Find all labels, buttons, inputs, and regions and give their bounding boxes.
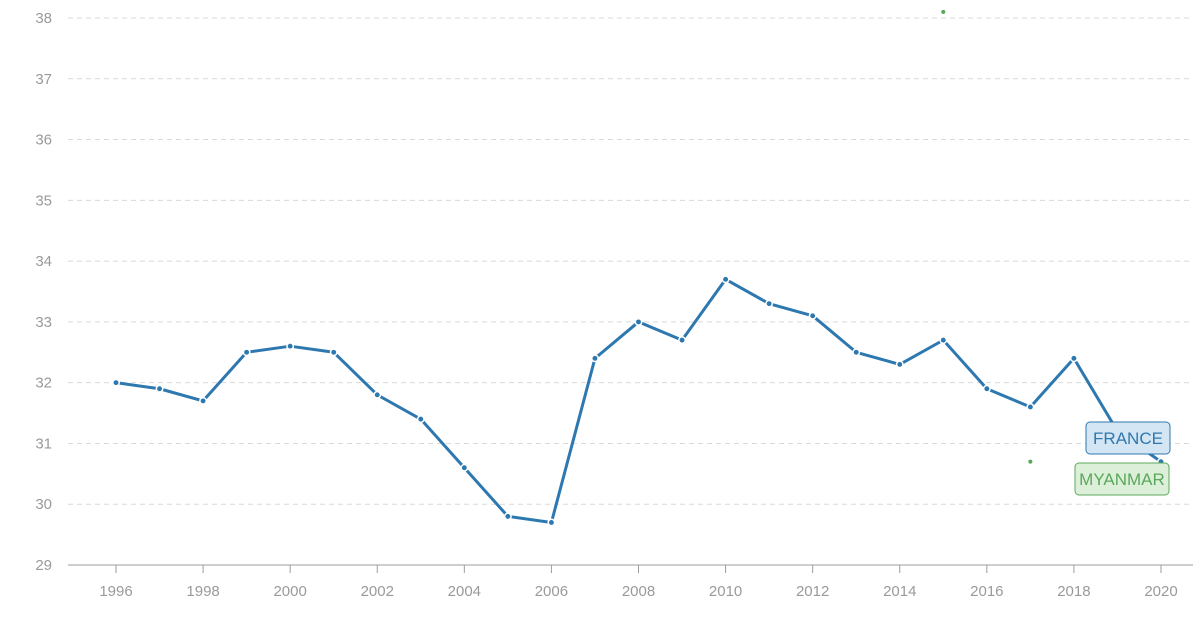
data-point-france-1999[interactable]: [242, 348, 251, 357]
y-tick-label: 29: [35, 557, 52, 574]
x-tick-label: 2010: [709, 583, 742, 600]
series-labels: FRANCE MYANMAR: [1074, 421, 1171, 496]
data-point-france-2013[interactable]: [852, 348, 861, 357]
y-tick-label: 36: [35, 132, 52, 149]
data-point-france-2004[interactable]: [460, 463, 469, 472]
x-tick-label: 2000: [273, 583, 306, 600]
data-point-france-2018[interactable]: [1069, 354, 1078, 363]
series-label-france[interactable]: FRANCE: [1085, 421, 1171, 455]
data-point-france-1998[interactable]: [199, 396, 208, 405]
data-point-france-2014[interactable]: [895, 360, 904, 369]
series-label-box: [1074, 462, 1170, 496]
series-label-text: MYANMAR: [1079, 470, 1165, 489]
y-tick-label: 37: [35, 71, 52, 88]
data-point-france-2003[interactable]: [416, 415, 425, 424]
data-point-france-2000[interactable]: [286, 342, 295, 351]
data-point-myanmar-2017[interactable]: [1026, 458, 1034, 466]
x-tick-label: 2012: [796, 583, 829, 600]
x-tick-label: 2004: [448, 583, 481, 600]
x-tick-label: 2014: [883, 583, 916, 600]
series-line-france: [114, 277, 1163, 524]
series-label-box: [1085, 421, 1171, 455]
x-tick-label: 2006: [535, 583, 568, 600]
series-label-myanmar[interactable]: MYANMAR: [1074, 462, 1170, 496]
y-tick-label: 32: [35, 375, 52, 392]
data-point-myanmar-2015[interactable]: [939, 8, 947, 16]
x-tick-label: 2016: [970, 583, 1003, 600]
data-point-france-2002[interactable]: [373, 390, 382, 399]
data-point-france-2012[interactable]: [808, 311, 817, 320]
data-point-france-1996[interactable]: [112, 378, 120, 387]
y-tick-label: 33: [35, 314, 52, 331]
data-point-france-2006[interactable]: [547, 518, 556, 527]
data-point-france-2005[interactable]: [503, 512, 512, 521]
x-tick-label: 2020: [1144, 583, 1177, 600]
data-point-france-2001[interactable]: [329, 348, 338, 357]
y-tick-label: 38: [35, 10, 52, 27]
x-tick-label: 1996: [99, 583, 132, 600]
y-tick-label: 34: [35, 253, 52, 270]
x-tick-label: 2002: [361, 583, 394, 600]
data-point-france-2009[interactable]: [678, 336, 686, 345]
data-point-france-2011[interactable]: [765, 299, 774, 308]
data-point-france-2008[interactable]: [634, 317, 643, 326]
series-layer: [112, 8, 1165, 527]
data-point-france-2016[interactable]: [982, 384, 991, 393]
y-tick-label: 31: [35, 435, 52, 452]
x-tick-label: 2018: [1057, 583, 1090, 600]
data-point-france-2007[interactable]: [591, 354, 599, 363]
x-axis: 1996 1998 2000 2002 2004 2006 2008 2010 2012 2014…: [68, 564, 1193, 600]
series-label-text: FRANCE: [1093, 429, 1163, 448]
data-point-france-1997[interactable]: [155, 384, 164, 393]
y-tick-label: 30: [35, 496, 52, 513]
data-point-france-2017[interactable]: [1026, 403, 1035, 411]
data-point-france-2015[interactable]: [939, 336, 948, 345]
x-tick-label: 2008: [622, 583, 655, 600]
y-axis: 29 30 31 32 33 34 35 36 37 38: [35, 10, 52, 574]
y-tick-label: 35: [35, 192, 52, 209]
x-tick-label: 1998: [186, 583, 219, 600]
grid-lines: [68, 17, 1193, 505]
data-point-france-2010[interactable]: [721, 275, 730, 284]
